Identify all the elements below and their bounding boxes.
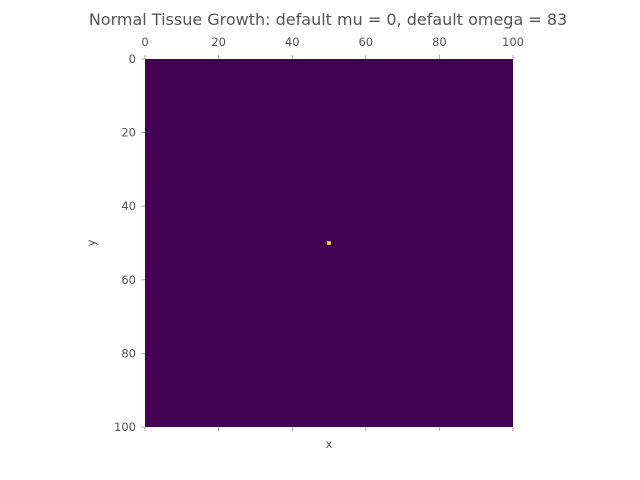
y-tick-label: 100 xyxy=(114,420,136,434)
y-tick-label: 0 xyxy=(129,52,136,66)
x-axis-label: x xyxy=(326,437,333,451)
x-tick-label: 80 xyxy=(432,35,447,49)
x-axis-bottom-ticks xyxy=(144,427,514,431)
x-tick-label: 0 xyxy=(141,35,148,49)
y-tick-label: 80 xyxy=(121,346,136,360)
y-axis: 0 20 40 60 80 100 xyxy=(114,52,145,434)
x-tick-label: 100 xyxy=(502,35,524,49)
x-tick-label: 60 xyxy=(358,35,373,49)
y-tick-label: 20 xyxy=(121,126,136,140)
chart-title: Normal Tissue Growth: default mu = 0, de… xyxy=(89,10,567,29)
y-axis-label: y xyxy=(84,239,98,246)
x-tick-label: 40 xyxy=(285,35,300,49)
y-tick-label: 40 xyxy=(121,199,136,213)
heatmap-cells xyxy=(327,241,331,245)
x-axis-top: 0 20 40 60 80 100 xyxy=(141,35,524,59)
y-tick-label: 60 xyxy=(121,273,136,287)
heatmap-cell xyxy=(327,241,331,245)
x-tick-label: 20 xyxy=(211,35,226,49)
